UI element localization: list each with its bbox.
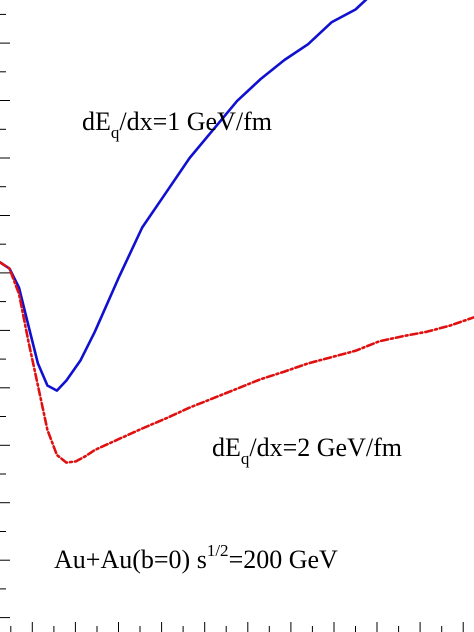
annotation-dedx-1: dEq/dx=1 GeV/fm xyxy=(82,107,272,142)
series-lines xyxy=(0,0,474,464)
series-line-1 xyxy=(0,0,368,392)
axis-ticks xyxy=(0,13,464,632)
annotation-collision-system: Au+Au(b=0) s1/2=200 GeV xyxy=(54,541,338,574)
series-line-2 xyxy=(0,260,474,464)
annotation-dedx-2: dEq/dx=2 GeV/fm xyxy=(212,433,402,468)
